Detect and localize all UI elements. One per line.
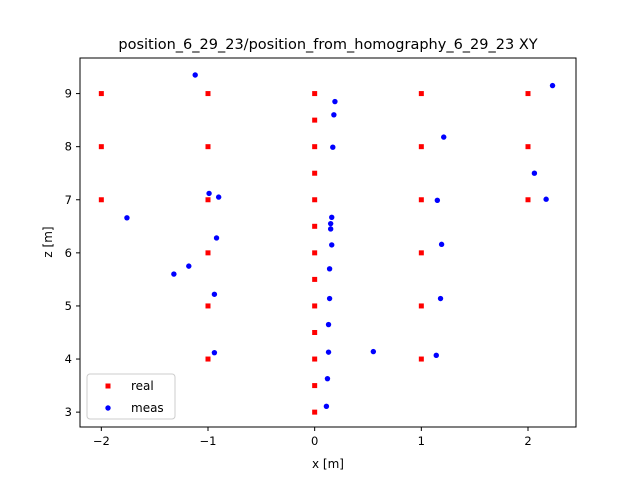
real-point <box>312 223 318 229</box>
real-point <box>418 91 424 97</box>
meas-point <box>211 349 218 356</box>
real-point <box>312 409 318 415</box>
x-tick-label: −1 <box>200 434 217 448</box>
meas-point <box>327 226 334 232</box>
meas-point <box>215 194 222 200</box>
real-point <box>98 197 104 203</box>
meas-point <box>433 352 439 359</box>
real-point <box>205 91 211 97</box>
meas-point <box>324 375 331 382</box>
real-point <box>312 117 318 123</box>
meas-point <box>370 348 377 355</box>
meas-point <box>326 295 333 302</box>
real-point <box>418 144 424 150</box>
meas-point <box>437 295 444 302</box>
meas-point <box>186 263 192 269</box>
legend-real-label: real <box>131 379 154 393</box>
real-point <box>312 144 318 150</box>
y-tick-label: 6 <box>65 246 72 260</box>
chart-title: position_6_29_23/position_from_homograph… <box>118 37 537 53</box>
y-tick-label: 5 <box>65 299 72 313</box>
real-point <box>312 303 318 309</box>
meas-point <box>192 72 198 78</box>
y-tick-label: 4 <box>65 352 72 366</box>
real-point <box>312 356 318 362</box>
meas-point <box>330 144 336 150</box>
real-point <box>98 91 104 97</box>
meas-point <box>543 196 549 202</box>
legend-real-marker <box>105 383 111 389</box>
real-point <box>205 303 211 309</box>
meas-point <box>323 403 330 409</box>
real-point <box>312 329 318 335</box>
real-point <box>205 250 211 256</box>
meas-point <box>325 349 332 355</box>
x-tick-label: −2 <box>93 434 110 448</box>
y-tick-label: 7 <box>65 193 72 207</box>
plot-marks <box>98 72 556 415</box>
x-tick-label: 2 <box>524 434 531 448</box>
axis-ticks: −2 −1 0 1 2 3 4 5 6 7 8 9 <box>65 87 532 448</box>
legend-meas-label: meas <box>131 401 164 415</box>
y-tick-label: 9 <box>65 87 72 101</box>
y-tick-label: 8 <box>65 140 72 154</box>
real-point <box>312 170 318 176</box>
real-point <box>525 91 531 97</box>
x-axis-label: x [m] <box>312 457 344 471</box>
real-point <box>525 144 531 150</box>
real-point <box>98 144 104 150</box>
real-point <box>418 250 424 256</box>
real-point <box>418 197 424 203</box>
legend: real meas <box>86 373 176 420</box>
real-point <box>312 197 318 203</box>
plot-frame <box>79 57 577 428</box>
x-tick-label: 0 <box>311 434 318 448</box>
real-point <box>312 276 318 282</box>
meas-point <box>326 266 333 272</box>
y-tick-label: 3 <box>65 405 72 419</box>
meas-point <box>327 220 334 227</box>
meas-point <box>329 214 335 220</box>
real-point <box>312 383 318 389</box>
meas-point <box>211 291 218 297</box>
meas-point <box>331 112 337 118</box>
meas-point <box>332 98 338 105</box>
real-point <box>205 144 211 150</box>
real-point <box>418 303 424 309</box>
real-point <box>312 250 318 256</box>
meas-point <box>213 235 220 241</box>
meas-point <box>329 242 335 248</box>
real-point <box>418 356 424 362</box>
meas-point <box>434 197 441 203</box>
meas-point <box>206 190 212 197</box>
legend-meas-marker <box>105 405 111 411</box>
meas-point <box>549 82 556 89</box>
meas-point <box>438 241 445 248</box>
real-point <box>312 91 318 97</box>
real-point <box>205 356 211 362</box>
meas-point <box>531 170 538 176</box>
meas-point <box>441 134 447 140</box>
meas-point <box>171 271 177 277</box>
meas-point <box>325 321 332 328</box>
real-point <box>205 197 211 203</box>
meas-point <box>124 215 130 221</box>
x-tick-label: 1 <box>418 434 425 448</box>
real-point <box>525 197 531 203</box>
y-axis-label: z [m] <box>41 226 55 257</box>
